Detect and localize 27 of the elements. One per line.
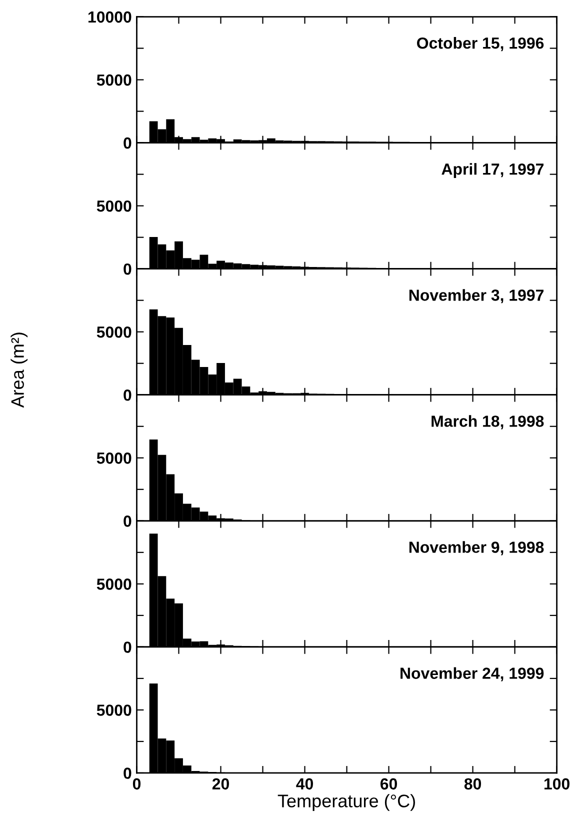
y-tick-label: 0 — [124, 516, 132, 527]
x-tick-label: 80 — [464, 778, 482, 790]
x-axis-title: Temperature (°C) — [278, 794, 415, 811]
y-tick-label: 5000 — [96, 704, 132, 716]
x-tick-label: 60 — [380, 778, 398, 790]
text: November 3, 1997 — [409, 289, 544, 304]
text: March 18, 1998 — [432, 415, 544, 430]
y-tick-label: 5000 — [96, 578, 132, 590]
text: April 17, 1997 — [442, 163, 544, 178]
y-tick-label: 0 — [124, 137, 132, 149]
y-tick-label: 10000 — [88, 11, 132, 23]
text: October 15, 1996 — [417, 37, 544, 52]
y-tick-label: 0 — [124, 768, 132, 779]
x-tick-label: 100 — [544, 778, 570, 790]
y-tick-label: 0 — [124, 263, 132, 275]
text: November 24, 1999 — [400, 667, 544, 682]
y-tick-label: 0 — [124, 390, 132, 401]
y-tick-label: 5000 — [96, 326, 132, 338]
y-tick-label: 5000 — [96, 200, 132, 212]
x-tick-label: 20 — [212, 778, 229, 790]
y-tick-label: 0 — [124, 642, 132, 653]
x-tick-label: 0 — [132, 778, 141, 790]
y-tick-label: 5000 — [96, 452, 132, 464]
y-axis-title: Area (m²) — [10, 332, 28, 408]
y-tick-label: 5000 — [96, 74, 132, 86]
x-tick-label: 40 — [296, 778, 313, 790]
text: November 9, 1998 — [409, 541, 544, 556]
